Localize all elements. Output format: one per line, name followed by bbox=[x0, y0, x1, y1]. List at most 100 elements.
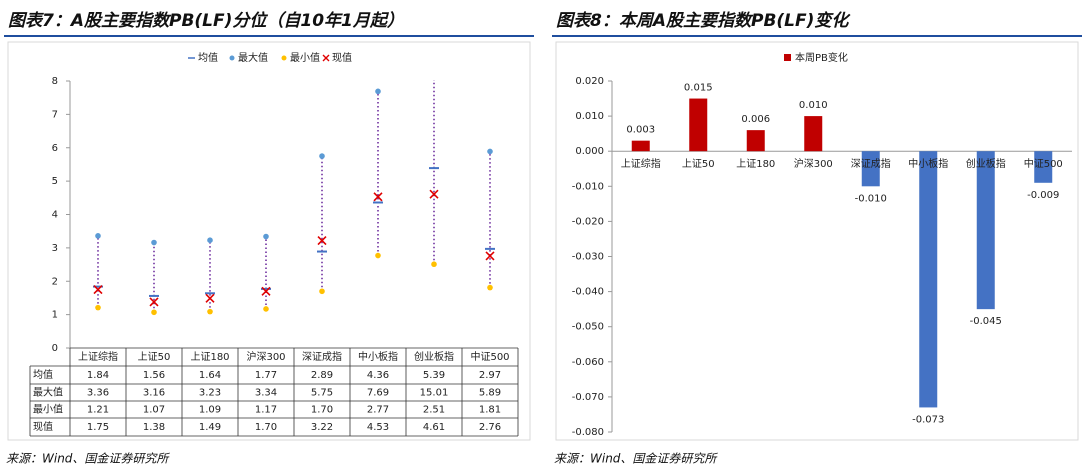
bar bbox=[861, 151, 880, 187]
y-tick-label: -0.080 bbox=[572, 427, 604, 438]
y-tick-label: -0.070 bbox=[572, 392, 604, 403]
x-tick-label: 中证500 bbox=[1024, 157, 1063, 170]
max-mark bbox=[151, 239, 157, 246]
y-tick-label: 7 bbox=[52, 109, 58, 120]
max-mark bbox=[207, 237, 213, 243]
table-row-label: 最大值 bbox=[33, 386, 63, 399]
table-cell: 5.89 bbox=[479, 388, 501, 399]
table-cell: 3.36 bbox=[87, 388, 109, 399]
legend-label: 最小值 bbox=[290, 51, 320, 64]
bar bbox=[689, 98, 708, 152]
table-cell: 2.89 bbox=[311, 370, 333, 381]
table-cell: 1.75 bbox=[87, 422, 109, 433]
bar bbox=[804, 116, 823, 152]
table-cell: 4.36 bbox=[367, 370, 389, 381]
table-row-label: 均值 bbox=[33, 368, 53, 381]
table-row-label: 现值 bbox=[33, 420, 53, 433]
table-cell: 3.22 bbox=[311, 422, 333, 433]
table-cell: 1.38 bbox=[143, 422, 165, 433]
y-tick-label: 0.000 bbox=[575, 146, 604, 157]
x-tick-label: 沪深300 bbox=[246, 350, 285, 363]
y-tick-label: 1 bbox=[52, 310, 58, 321]
current-mark bbox=[205, 293, 215, 303]
max-mark bbox=[263, 233, 269, 240]
current-mark bbox=[261, 286, 271, 296]
data-label: -0.010 bbox=[855, 193, 887, 204]
source-note: 来源：Wind、国金证券研究所 bbox=[554, 452, 718, 466]
plot-area bbox=[93, 80, 495, 316]
x-tick-label: 上证180 bbox=[736, 158, 775, 170]
legend-label: 最大值 bbox=[238, 51, 268, 64]
x-tick-label: 上证综指 bbox=[78, 350, 118, 363]
table-cell: 3.23 bbox=[199, 388, 221, 399]
table-cell: 1.09 bbox=[199, 405, 221, 416]
y-tick-label: -0.050 bbox=[572, 322, 604, 333]
table-cell: 2.76 bbox=[479, 422, 501, 433]
min-mark bbox=[151, 309, 157, 316]
legend-symbol bbox=[784, 54, 791, 61]
y-tick-label: -0.030 bbox=[572, 252, 604, 263]
max-mark bbox=[95, 233, 101, 239]
current-mark bbox=[93, 285, 103, 295]
x-tick-label: 上证180 bbox=[190, 351, 229, 363]
y-tick-label: 8 bbox=[52, 76, 58, 87]
table-cell: 1.07 bbox=[143, 405, 165, 416]
min-mark bbox=[375, 252, 381, 259]
max-mark bbox=[319, 153, 325, 159]
y-tick-label: -0.020 bbox=[572, 216, 604, 227]
data-label: 0.003 bbox=[626, 125, 655, 136]
current-mark bbox=[317, 235, 327, 246]
y-tick-label: -0.040 bbox=[572, 287, 604, 298]
table-cell: 7.69 bbox=[367, 388, 389, 399]
table-cell: 5.39 bbox=[423, 370, 445, 381]
table-cell: 2.77 bbox=[367, 405, 389, 416]
x-tick-label: 中小板指 bbox=[358, 350, 398, 363]
bar bbox=[746, 130, 765, 152]
table-cell: 1.77 bbox=[255, 370, 277, 381]
min-mark bbox=[207, 308, 213, 315]
bar bbox=[976, 151, 995, 310]
table-cell: 3.16 bbox=[143, 388, 165, 399]
source-note: 来源：Wind、国金证券研究所 bbox=[6, 452, 170, 466]
table-cell: 1.56 bbox=[143, 370, 165, 381]
y-tick-label: 4 bbox=[52, 210, 58, 221]
y-tick-label: 5 bbox=[52, 176, 58, 187]
legend-label: 现值 bbox=[332, 51, 352, 64]
y-tick-label: 0.010 bbox=[575, 111, 604, 122]
table-cell: 1.81 bbox=[479, 405, 501, 416]
table-cell: 1.84 bbox=[87, 370, 109, 381]
table-cell: 1.21 bbox=[87, 405, 109, 416]
chart-frame bbox=[555, 41, 1079, 441]
x-tick-label: 上证50 bbox=[138, 351, 171, 363]
current-mark bbox=[149, 297, 159, 307]
min-mark bbox=[431, 261, 437, 268]
current-mark bbox=[373, 192, 383, 202]
bar bbox=[1034, 151, 1053, 183]
current-mark bbox=[429, 189, 439, 199]
chart-frame bbox=[7, 41, 531, 441]
table-cell: 2.51 bbox=[423, 405, 445, 416]
legend-label: 本周PB变化 bbox=[795, 51, 848, 64]
data-label: -0.045 bbox=[970, 316, 1002, 327]
bar bbox=[919, 151, 938, 408]
bar bbox=[631, 140, 650, 152]
table-cell: 1.64 bbox=[199, 370, 221, 381]
x-tick-label: 创业板指 bbox=[414, 350, 454, 363]
min-mark bbox=[263, 306, 269, 312]
min-mark bbox=[95, 304, 101, 311]
y-tick-label: -0.060 bbox=[572, 357, 604, 368]
legend-label: 均值 bbox=[198, 51, 218, 64]
legend-symbol bbox=[281, 55, 287, 61]
x-tick-label: 深证成指 bbox=[302, 350, 342, 363]
table-cell: 3.34 bbox=[255, 388, 277, 399]
table-cell: 4.61 bbox=[423, 422, 445, 433]
data-label: -0.073 bbox=[912, 414, 944, 425]
chart-title: 图表7：A股主要指数PB(LF)分位（自10年1月起） bbox=[8, 11, 404, 31]
x-tick-label: 深证成指 bbox=[851, 157, 891, 170]
x-tick-label: 中证500 bbox=[470, 350, 509, 363]
table-cell: 4.53 bbox=[367, 422, 389, 433]
data-label: 0.015 bbox=[684, 83, 713, 94]
chart-title: 图表8：本周A股主要指数PB(LF)变化 bbox=[556, 11, 851, 31]
x-tick-label: 沪深300 bbox=[794, 157, 833, 170]
